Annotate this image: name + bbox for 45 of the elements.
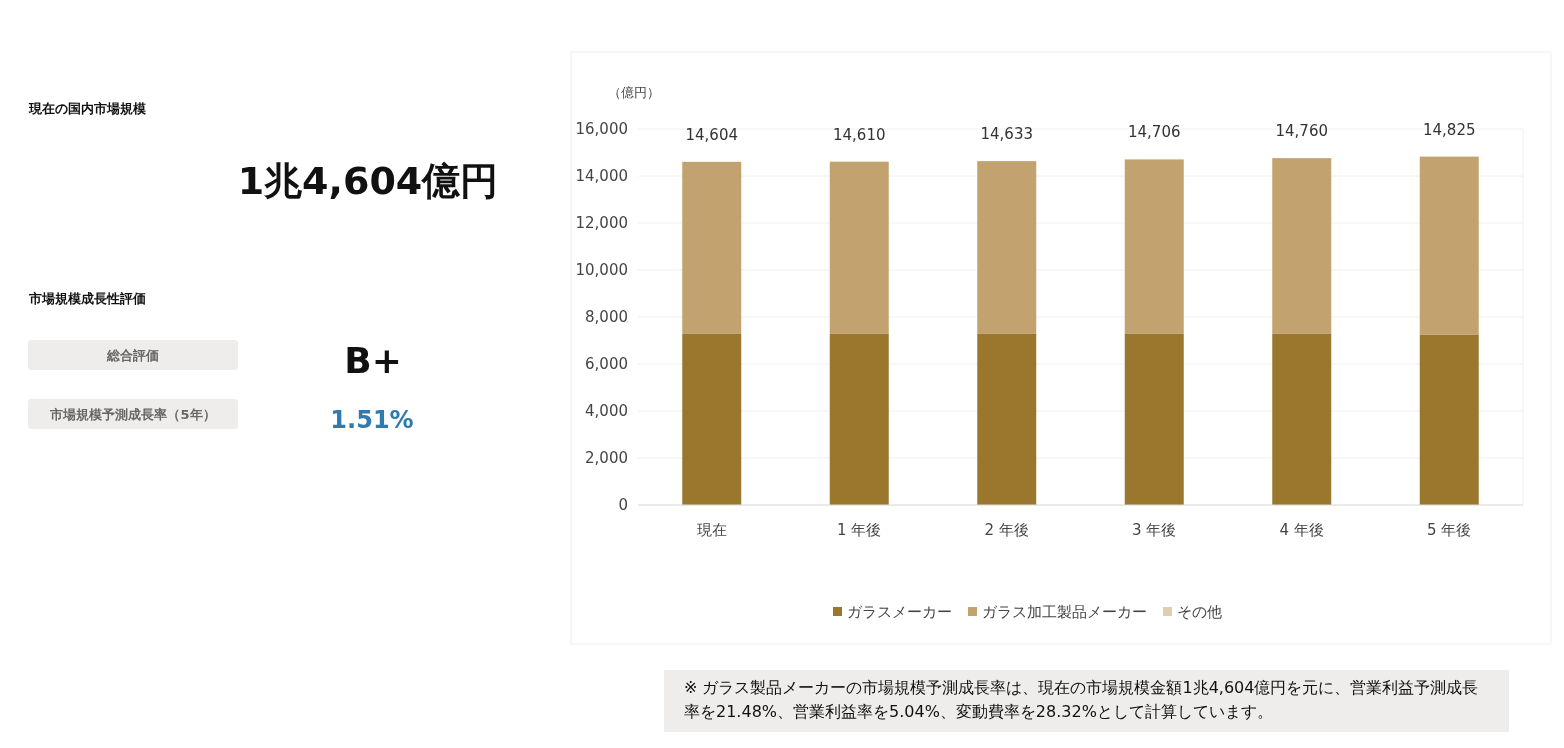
legend-label: その他 — [1177, 603, 1222, 621]
y-tick-label: 4,000 — [585, 402, 628, 421]
text: 市場規模成長性評価 — [28, 291, 146, 306]
x-tick-label: 2 年後 — [984, 521, 1029, 539]
bar — [1419, 334, 1479, 505]
text: 1.51% — [330, 406, 414, 434]
bar — [1272, 333, 1332, 505]
y-tick-label: 6,000 — [585, 355, 628, 374]
bar — [829, 333, 889, 505]
bar — [1124, 333, 1184, 505]
x-tick-label: 1 年後 — [837, 521, 882, 539]
total-label: 14,760 — [1275, 122, 1328, 141]
bar — [682, 333, 742, 505]
total-label: 14,825 — [1423, 120, 1476, 139]
text: 総合評価 — [106, 348, 159, 363]
text: 1兆4,604億円 — [237, 159, 499, 203]
y-tick-label: 2,000 — [585, 449, 628, 468]
bar — [1272, 158, 1332, 334]
legend-label: ガラス加工製品メーカー — [982, 603, 1147, 621]
bar — [977, 161, 1037, 334]
total-label: 14,706 — [1128, 123, 1181, 142]
y-tick-label: 10,000 — [575, 261, 628, 280]
bar — [1124, 159, 1184, 334]
x-tick-label: 5 年後 — [1427, 521, 1472, 539]
y-tick-label: 12,000 — [575, 214, 628, 233]
y-tick-label: 14,000 — [575, 167, 628, 186]
total-label: 14,633 — [980, 125, 1033, 144]
bar — [682, 161, 742, 334]
x-tick-label: 4 年後 — [1279, 521, 1324, 539]
bar — [1419, 156, 1479, 335]
y-tick-label: 16,000 — [575, 120, 628, 139]
bar — [977, 333, 1037, 505]
x-tick-label: 現在 — [696, 521, 727, 539]
legend-label: ガラスメーカー — [847, 603, 952, 621]
x-tick-label: 3 年後 — [1132, 521, 1177, 539]
text: ※ ガラス製品メーカーの市場規模予測成長率は、現在の市場規模金額1兆4,604億円を元に、営業利益予測成長率を21.48%、営業利益率を5.04%、変動費率を28.32%として計算しています。 — [664, 670, 1509, 732]
bar — [829, 161, 889, 334]
y-tick-label: 0 — [618, 496, 628, 515]
text: 現在の国内市場規模 — [28, 101, 146, 116]
y-axis-title: （億円） — [608, 85, 660, 100]
text: B+ — [344, 340, 402, 381]
total-label: 14,604 — [685, 125, 738, 144]
text: 市場規模予測成長率（5年） — [49, 407, 216, 422]
total-label: 14,610 — [833, 125, 886, 144]
y-tick-label: 8,000 — [585, 308, 628, 327]
